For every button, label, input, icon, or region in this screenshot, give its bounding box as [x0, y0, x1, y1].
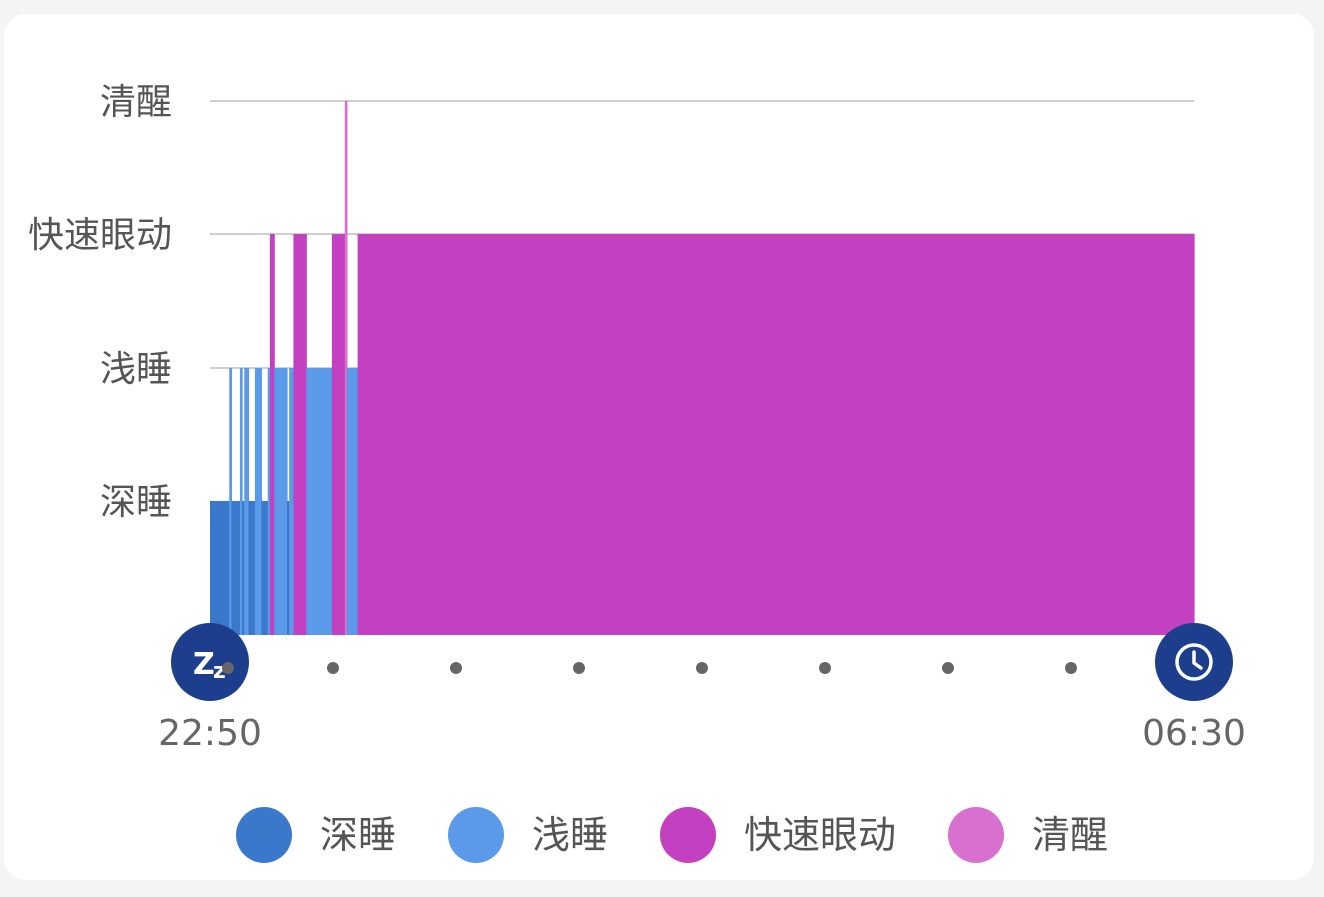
stage-bar	[274, 368, 288, 635]
svg-text:Z: Z	[193, 647, 215, 682]
alarm-clock-icon	[1155, 623, 1233, 701]
time-tick-dot	[696, 662, 708, 674]
stage-bar	[210, 501, 230, 635]
y-tick-label: 清醒	[100, 82, 172, 123]
legend-swatch	[236, 807, 292, 863]
chart-legend: 深睡 浅睡 快速眼动 清醒	[0, 800, 1324, 870]
stage-bar	[248, 501, 256, 635]
y-tick-label: 深睡	[100, 482, 172, 523]
time-end-label: 06:30	[1142, 713, 1246, 754]
stage-bar	[261, 501, 269, 635]
stage-bar	[267, 368, 271, 635]
y-tick-label: 浅睡	[100, 349, 172, 390]
stage-bar	[254, 368, 262, 635]
stage-bar	[269, 234, 275, 635]
legend-label: 浅睡	[532, 813, 609, 857]
legend-label: 清醒	[1032, 813, 1109, 857]
legend-swatch	[660, 807, 716, 863]
time-axis-ticks	[327, 662, 1077, 674]
legend-swatch	[948, 807, 1004, 863]
time-axis-icons: Zz	[171, 623, 1233, 701]
stage-bar	[344, 101, 348, 635]
stage-bar	[231, 501, 241, 635]
stage-bar	[293, 234, 307, 635]
sleep-zz-icon: Zz	[171, 623, 249, 701]
time-tick-dot	[1065, 662, 1077, 674]
stage-bar	[244, 368, 250, 635]
stage-bar	[346, 368, 359, 635]
y-axis-labels: 深睡 浅睡 快速眼动 清醒	[28, 82, 172, 523]
time-tick-dot	[327, 662, 339, 674]
time-tick-dot	[573, 662, 585, 674]
legend-label: 深睡	[320, 813, 397, 857]
time-tick-dot	[819, 662, 831, 674]
stage-bar	[229, 368, 232, 635]
stage-bar	[287, 501, 290, 635]
time-start-label: 22:50	[158, 713, 262, 754]
stage-bar	[239, 368, 243, 635]
time-tick-dot	[450, 662, 462, 674]
legend-label: 快速眼动	[744, 813, 897, 857]
stage-bar	[331, 234, 346, 635]
stage-bar	[357, 234, 1195, 635]
stage-bar	[242, 501, 245, 635]
stage-bar	[306, 368, 333, 635]
time-axis-labels: 22:50 06:30	[158, 713, 1246, 754]
legend-swatch	[448, 807, 504, 863]
time-tick-dot	[942, 662, 954, 674]
svg-text:z: z	[213, 659, 226, 684]
y-tick-label: 快速眼动	[28, 215, 172, 256]
stage-bar	[289, 368, 295, 635]
sleep-stage-bars	[210, 101, 1195, 635]
